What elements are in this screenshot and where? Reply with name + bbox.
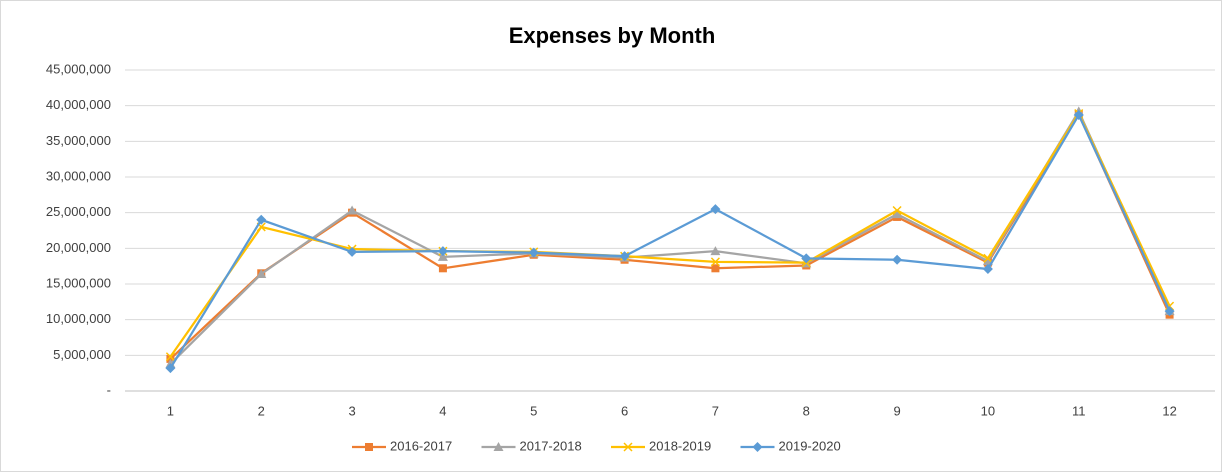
data-point — [983, 253, 993, 263]
x-tick-label: 7 — [712, 403, 719, 418]
data-point — [256, 214, 267, 225]
data-point — [710, 204, 721, 215]
series-line — [169, 112, 1171, 369]
data-point — [165, 363, 176, 374]
legend-marker — [623, 442, 633, 452]
data-point — [256, 269, 267, 279]
data-point — [801, 253, 812, 264]
x-tick-label: 5 — [530, 403, 537, 418]
y-tick-label: 25,000,000 — [46, 204, 111, 219]
legend-label: 2018-2019 — [649, 438, 711, 453]
data-point — [528, 247, 539, 258]
x-tick-label: 8 — [803, 403, 810, 418]
x-tick-label: 2 — [258, 403, 265, 418]
legend-label: 2017-2018 — [520, 438, 582, 453]
data-point — [892, 209, 903, 219]
legend-marker — [493, 442, 504, 451]
data-point — [892, 254, 903, 265]
legend-marker — [365, 443, 373, 451]
x-tick-label: 10 — [981, 403, 995, 418]
y-tick-label: 15,000,000 — [46, 275, 111, 290]
chart-title: Expenses by Month — [509, 23, 716, 48]
y-tick-label: 20,000,000 — [46, 240, 111, 255]
data-point — [437, 251, 448, 261]
data-point — [619, 251, 630, 262]
data-point — [438, 264, 447, 273]
y-tick-label: 35,000,000 — [46, 133, 111, 148]
x-tick-label: 6 — [621, 403, 628, 418]
data-point — [437, 246, 448, 257]
data-point — [892, 205, 902, 216]
y-tick-label: 5,000,000 — [53, 347, 111, 362]
data-point — [347, 246, 358, 257]
data-point — [1164, 306, 1175, 317]
legend-marker — [752, 442, 763, 452]
data-point — [1073, 109, 1084, 120]
y-tick-label: 30,000,000 — [46, 168, 111, 183]
data-point — [711, 264, 720, 273]
y-tick-label: 10,000,000 — [46, 311, 111, 326]
data-point — [710, 257, 720, 267]
x-tick-label: 4 — [439, 403, 446, 418]
x-tick-label: 11 — [1072, 403, 1086, 418]
y-tick-label: - — [107, 382, 111, 397]
y-tick-label: 40,000,000 — [46, 97, 111, 112]
legend-label: 2019-2020 — [779, 438, 841, 453]
data-point — [347, 205, 358, 215]
x-tick-label: 12 — [1162, 403, 1176, 418]
legend-label: 2016-2017 — [390, 438, 452, 453]
y-tick-label: 45,000,000 — [46, 61, 111, 76]
x-tick-label: 3 — [348, 403, 355, 418]
x-tick-label: 1 — [167, 403, 174, 418]
x-tick-label: 9 — [893, 403, 900, 418]
data-point — [165, 352, 175, 362]
data-point — [982, 264, 993, 275]
data-point — [710, 246, 721, 256]
